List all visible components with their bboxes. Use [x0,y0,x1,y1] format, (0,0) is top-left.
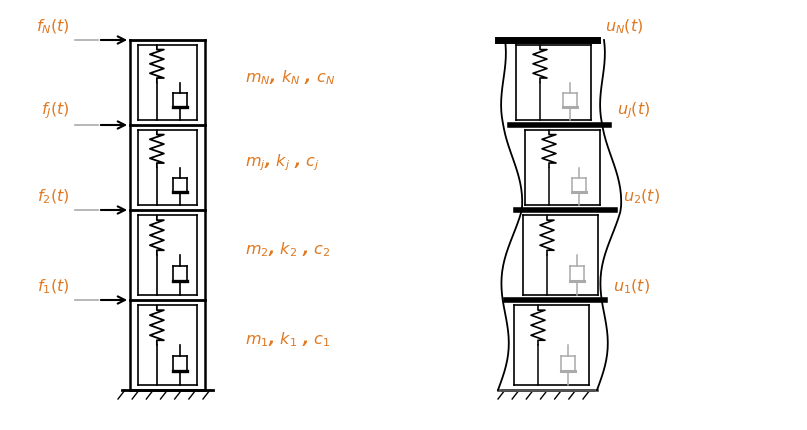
Text: $f_N(t)$: $f_N(t)$ [36,18,70,36]
Text: $u_1(t)$: $u_1(t)$ [613,278,650,296]
Text: $f_J(t)$: $f_J(t)$ [41,100,70,121]
Text: $m_j$, $k_j$ , $c_j$: $m_j$, $k_j$ , $c_j$ [245,152,320,173]
Text: $u_J(t)$: $u_J(t)$ [617,100,650,121]
Text: $m_N$, $k_N$ , $c_N$: $m_N$, $k_N$ , $c_N$ [245,68,335,87]
Text: $f_2(t)$: $f_2(t)$ [37,187,70,206]
Text: $m_2$, $k_2$ , $c_2$: $m_2$, $k_2$ , $c_2$ [245,241,331,259]
Text: $f_1(t)$: $f_1(t)$ [37,278,70,296]
Text: $u_2(t)$: $u_2(t)$ [623,187,660,206]
Text: $m_1$, $k_1$ , $c_1$: $m_1$, $k_1$ , $c_1$ [245,331,331,349]
Text: $u_N(t)$: $u_N(t)$ [605,18,643,36]
